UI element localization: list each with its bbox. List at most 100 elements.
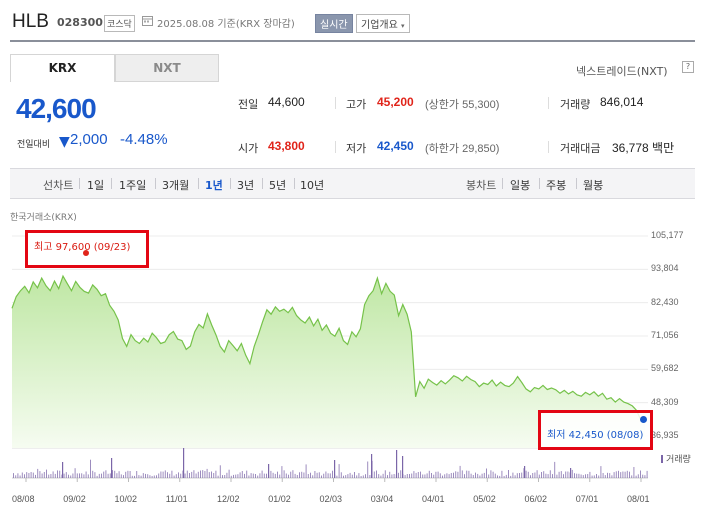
volume-bar: [558, 471, 560, 478]
volume-bar: [571, 469, 573, 478]
volume-bar: [367, 461, 369, 478]
volume-bar: [499, 475, 501, 478]
high-value: 45,200: [377, 95, 414, 109]
volume-bar: [435, 471, 437, 478]
volume-bar: [219, 465, 221, 478]
volume-bar: [255, 474, 256, 478]
period-tab-1w[interactable]: 1주일: [119, 179, 147, 192]
volume-bar: [345, 475, 347, 478]
nextrade-link[interactable]: 넥스트레이드(NXT): [576, 65, 668, 78]
volume-bar: [211, 471, 212, 478]
volume-bar: [431, 473, 432, 478]
volume-bar: [642, 474, 644, 478]
volume-bar: [21, 472, 23, 478]
volume-bar: [420, 471, 421, 478]
volume-bar: [149, 475, 151, 478]
volume-bar: [98, 473, 100, 478]
volume-bar: [644, 475, 646, 478]
candle-tab-weekly[interactable]: 주봉: [546, 179, 567, 192]
candle-tab-monthly[interactable]: 월봉: [583, 179, 604, 192]
stat-divider: [548, 141, 549, 153]
volume-bar: [285, 473, 287, 478]
volume-bar: [123, 475, 124, 478]
volume-bar: [607, 472, 608, 478]
open-value: 43,800: [268, 139, 305, 153]
volume-bar: [483, 472, 485, 478]
volume-bar: [396, 450, 398, 478]
volume-bar: [365, 474, 366, 478]
volume-bar: [116, 473, 118, 478]
volume-bar: [189, 473, 190, 478]
volume-bar: [230, 475, 232, 478]
volume-bar: [512, 472, 514, 478]
volume-bar: [556, 474, 558, 478]
company-overview-button[interactable]: 기업개요 ▾: [356, 14, 410, 33]
volume-bar: [246, 470, 248, 478]
tab-divider: [155, 178, 156, 189]
candle-tab-daily[interactable]: 일봉: [510, 179, 531, 192]
volume-bar: [268, 464, 270, 478]
volume-bar: [596, 474, 597, 478]
volume-bar: [470, 473, 472, 478]
period-tab-3y[interactable]: 3년: [237, 179, 255, 192]
volume-bar: [369, 475, 371, 478]
volume-bar: [549, 470, 551, 478]
volume-bar: [351, 474, 353, 478]
volume-bar: [32, 472, 34, 478]
volume-bar: [281, 466, 283, 478]
volume-bar: [76, 473, 78, 478]
volume-bar: [620, 472, 622, 478]
volume-bar: [156, 475, 157, 478]
period-tab-1y[interactable]: 1년: [205, 179, 223, 192]
volume-bar: [589, 471, 591, 478]
volume-bar: [83, 474, 85, 478]
volume-bar: [503, 476, 505, 478]
volume-bar: [609, 473, 611, 478]
tab-krx[interactable]: KRX: [10, 54, 115, 82]
volume-bar: [208, 472, 210, 478]
volume-bar: [582, 475, 584, 478]
volume-bar: [261, 470, 263, 478]
realtime-button[interactable]: 실시간: [315, 14, 353, 33]
period-tab-3m[interactable]: 3개월: [162, 179, 190, 192]
volume-bar: [479, 475, 481, 478]
volume-bar: [629, 471, 630, 478]
volume-bar: [618, 470, 619, 478]
volume-bar: [538, 474, 540, 478]
volume-bar: [510, 475, 512, 478]
period-tab-5y[interactable]: 5년: [269, 179, 287, 192]
y-tick-label: 48,309: [651, 396, 679, 407]
volume-bar: [552, 474, 553, 478]
x-tick-label: 10/02: [114, 494, 138, 504]
down-arrow-icon: ▼: [59, 134, 70, 150]
period-tab-1d[interactable]: 1일: [87, 179, 105, 192]
volume-bar: [162, 471, 164, 478]
volume-bar: [624, 471, 626, 478]
volume-legend-label: 거래량: [666, 455, 691, 465]
volume-bar: [563, 474, 564, 478]
volume-bar: [26, 472, 28, 478]
volume-bar: [111, 458, 113, 478]
tab-nxt[interactable]: NXT: [115, 54, 219, 82]
prev-close-value: 44,600: [268, 95, 305, 109]
period-tab-bar: [10, 168, 695, 199]
volume-legend: 거래량: [661, 452, 691, 465]
volume-bar: [497, 475, 498, 478]
volume-bar: [325, 471, 327, 478]
y-tick-label: 105,177: [651, 230, 684, 240]
volume-bar: [358, 473, 360, 478]
high-marker: [83, 250, 89, 256]
volume-bar: [305, 464, 307, 478]
volume-bar: [332, 470, 333, 478]
volume-bar: [222, 475, 223, 478]
help-icon[interactable]: ?: [682, 61, 694, 73]
volume-bar: [340, 472, 342, 478]
volume-bar: [296, 475, 298, 478]
low-callout-text: 최저 42,450 (08/08): [547, 430, 644, 441]
volume-bar: [554, 461, 556, 478]
volume-bar: [501, 470, 503, 478]
candle-chart-label: 봉차트: [466, 179, 497, 192]
volume-bar: [17, 473, 19, 478]
x-tick-label: 11/01: [165, 494, 188, 504]
period-tab-10y[interactable]: 10년: [300, 179, 325, 192]
